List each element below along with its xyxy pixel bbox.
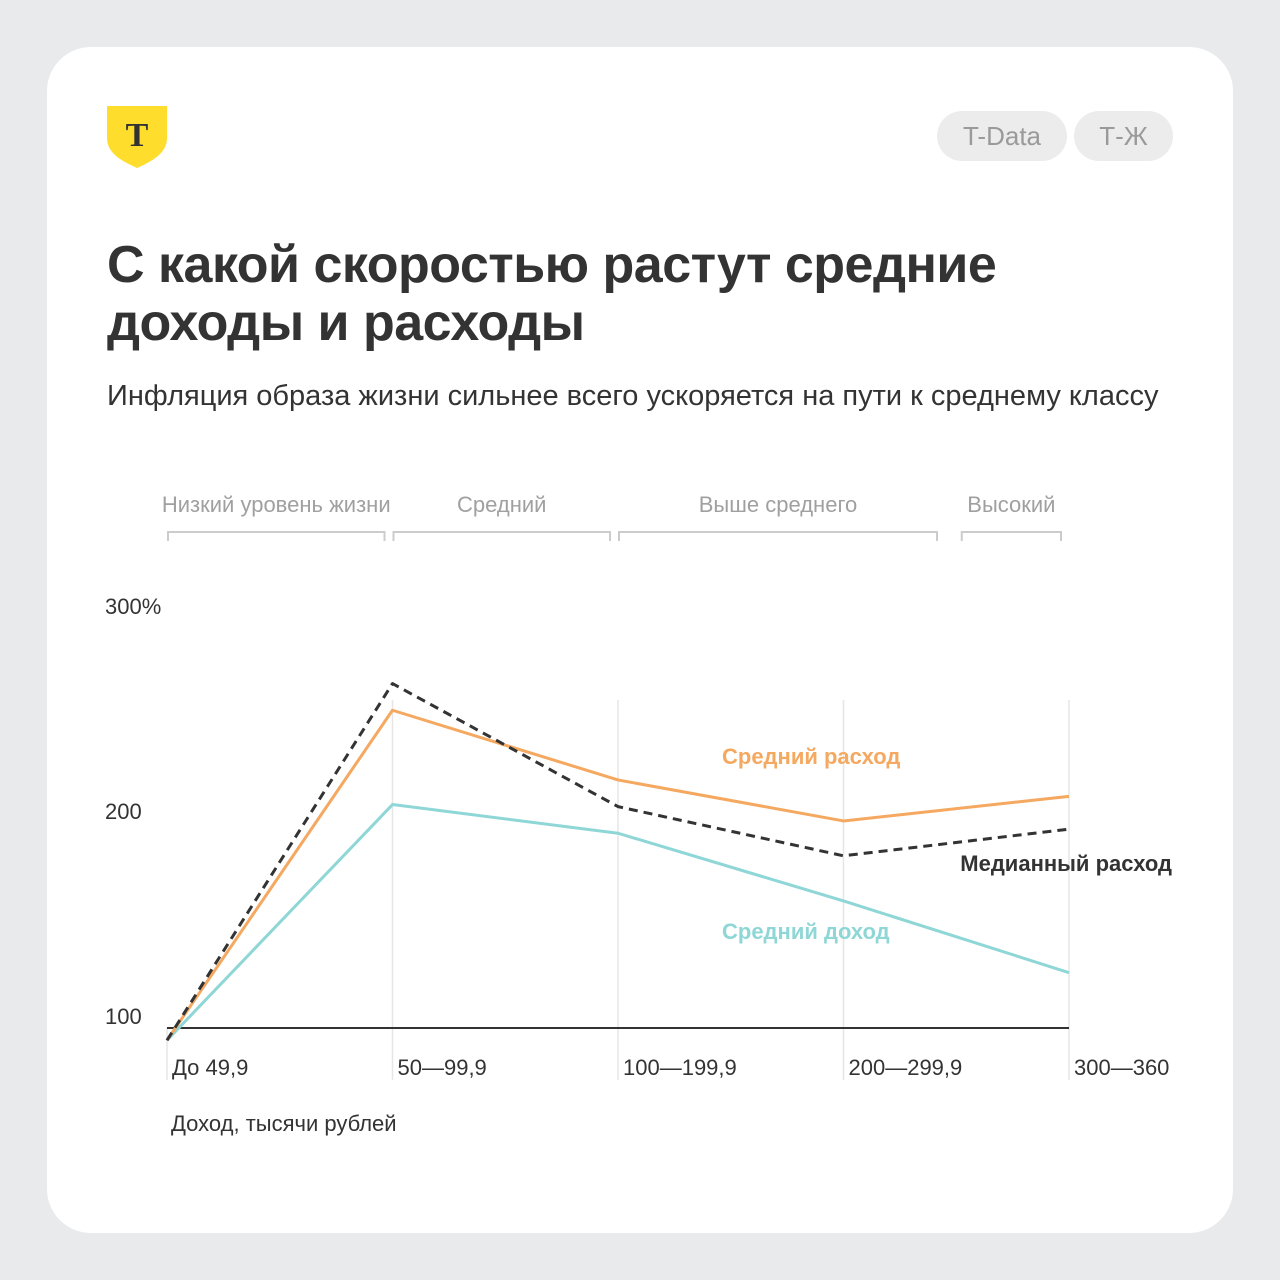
series-line-1 [165, 682, 1070, 1042]
series-label: Средний доход [722, 919, 890, 944]
series-label: Медианный расход [960, 851, 1172, 876]
tag-t-zh: Т-Ж [1074, 111, 1173, 161]
group-label: Низкий уровень жизни [162, 492, 391, 517]
group-label: Высокий [967, 492, 1055, 517]
logo-shield-icon: Т [107, 106, 167, 168]
series-line-0 [165, 708, 1070, 1042]
x-tick-label: 50—99,9 [398, 1055, 487, 1080]
page-subtitle: Инфляция образа жизни сильнее всего уско… [107, 380, 1159, 412]
y-tick-label: 200 [105, 799, 142, 824]
svg-text:Т: Т [126, 117, 149, 154]
series-line-2 [165, 803, 1070, 1042]
tag-t-data: T-Data [937, 111, 1067, 161]
group-bracket [392, 531, 611, 541]
page-title: С какой скоростью растут средние доходы … [107, 236, 997, 352]
group-label: Выше среднего [699, 492, 857, 517]
group-bracket [960, 531, 1062, 541]
x-tick-label: 100—199,9 [623, 1055, 737, 1080]
group-bracket [618, 531, 938, 541]
x-tick-label: 200—299,9 [849, 1055, 963, 1080]
card [47, 47, 1233, 1233]
group-bracket [167, 531, 386, 541]
y-tick-label: 300% [105, 594, 161, 619]
series-label: Средний расход [722, 744, 900, 769]
x-tick-label: До 49,9 [172, 1055, 248, 1080]
group-label: Средний [457, 492, 546, 517]
y-tick-label: 100 [105, 1004, 142, 1029]
x-axis-label: Доход, тысячи рублей [171, 1111, 397, 1136]
x-tick-label: 300—360 [1074, 1055, 1169, 1080]
